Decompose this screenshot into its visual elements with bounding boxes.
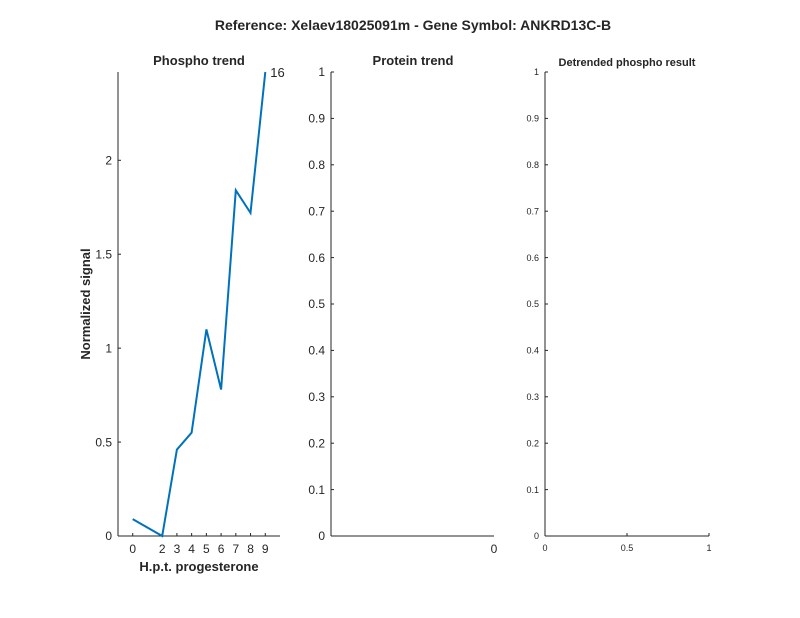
phospho-trend-series-line	[132, 71, 267, 538]
phospho-trend-ytick-label: 0.5	[95, 435, 112, 449]
phospho-trend-xtick-label: 8	[247, 542, 254, 556]
phospho-trend-xtick-label: 7	[232, 542, 239, 556]
phospho-trend-end-label: 16	[270, 65, 284, 80]
protein-trend-ytick-label: 0	[318, 529, 325, 543]
protein-trend-ytick-label: 0.2	[308, 436, 325, 450]
protein-trend-panel: Protein trend 0 0.1 0.2 0.3 0.4 0.5 0.6 0.7 0.8 0…	[308, 53, 497, 556]
detrended-phospho-ytick-label: 0.2	[526, 438, 539, 448]
protein-trend-ytick-label: 0.8	[308, 158, 325, 172]
detrended-phospho-xtick-label: 1	[706, 543, 711, 553]
phospho-trend-xtick-label: 5	[203, 542, 210, 556]
detrended-phospho-ytick-label: 0.6	[526, 253, 539, 263]
protein-trend-ytick-label: 1	[318, 65, 325, 79]
phospho-trend-xlabel: H.p.t. progesterone	[139, 559, 258, 574]
phospho-trend-xtick-label: 4	[188, 542, 195, 556]
phospho-trend-ytick-label: 2	[105, 153, 112, 167]
protein-trend-xtick-label: 0	[491, 542, 498, 556]
detrended-phospho-xtick-label: 0.5	[621, 543, 634, 553]
protein-trend-ytick-label: 0.3	[308, 390, 325, 404]
detrended-phospho-ytick-label: 0.3	[526, 392, 539, 402]
detrended-phospho-ytick-label: 0.8	[526, 160, 539, 170]
figure-suptitle: Reference: Xelaev18025091m - Gene Symbol…	[215, 17, 611, 33]
phospho-trend-ytick-label: 1.5	[95, 247, 112, 261]
phospho-trend-title: Phospho trend	[153, 53, 245, 68]
phospho-trend-xtick-label: 2	[159, 542, 166, 556]
protein-trend-ytick-label: 0.5	[308, 297, 325, 311]
protein-trend-ytick-label: 0.9	[308, 112, 325, 126]
phospho-trend-panel: Phospho trend Normalized signal H.p.t. p…	[78, 53, 285, 574]
protein-trend-title: Protein trend	[373, 53, 454, 68]
detrended-phospho-ytick-label: 0.4	[526, 346, 539, 356]
detrended-phospho-panel: Detrended phospho result 0 0.1 0.2 0.3 0.4 0.…	[526, 57, 711, 553]
detrended-phospho-ytick-label: 0	[534, 531, 539, 541]
protein-trend-ytick-label: 0.1	[308, 483, 325, 497]
phospho-trend-xtick-label: 6	[218, 542, 225, 556]
phospho-trend-ytick-label: 1	[105, 341, 112, 355]
detrended-phospho-ytick-label: 0.9	[526, 114, 539, 124]
detrended-phospho-ytick-label: 0.7	[526, 206, 539, 216]
detrended-phospho-ytick-label: 1	[534, 67, 539, 77]
phospho-trend-ylabel: Normalized signal	[78, 248, 93, 359]
protein-trend-ytick-label: 0.4	[308, 344, 325, 358]
phospho-trend-xtick-label: 0	[129, 542, 136, 556]
phospho-trend-xtick-label: 9	[262, 542, 269, 556]
detrended-phospho-ytick-label: 0.1	[526, 485, 539, 495]
protein-trend-ytick-label: 0.6	[308, 251, 325, 265]
detrended-phospho-title: Detrended phospho result	[559, 57, 696, 69]
phospho-trend-ytick-label: 0	[105, 529, 112, 543]
phospho-trend-xtick-label: 3	[174, 542, 181, 556]
detrended-phospho-ytick-label: 0.5	[526, 299, 539, 309]
protein-trend-ytick-label: 0.7	[308, 204, 325, 218]
detrended-phospho-xtick-label: 0	[542, 543, 547, 553]
